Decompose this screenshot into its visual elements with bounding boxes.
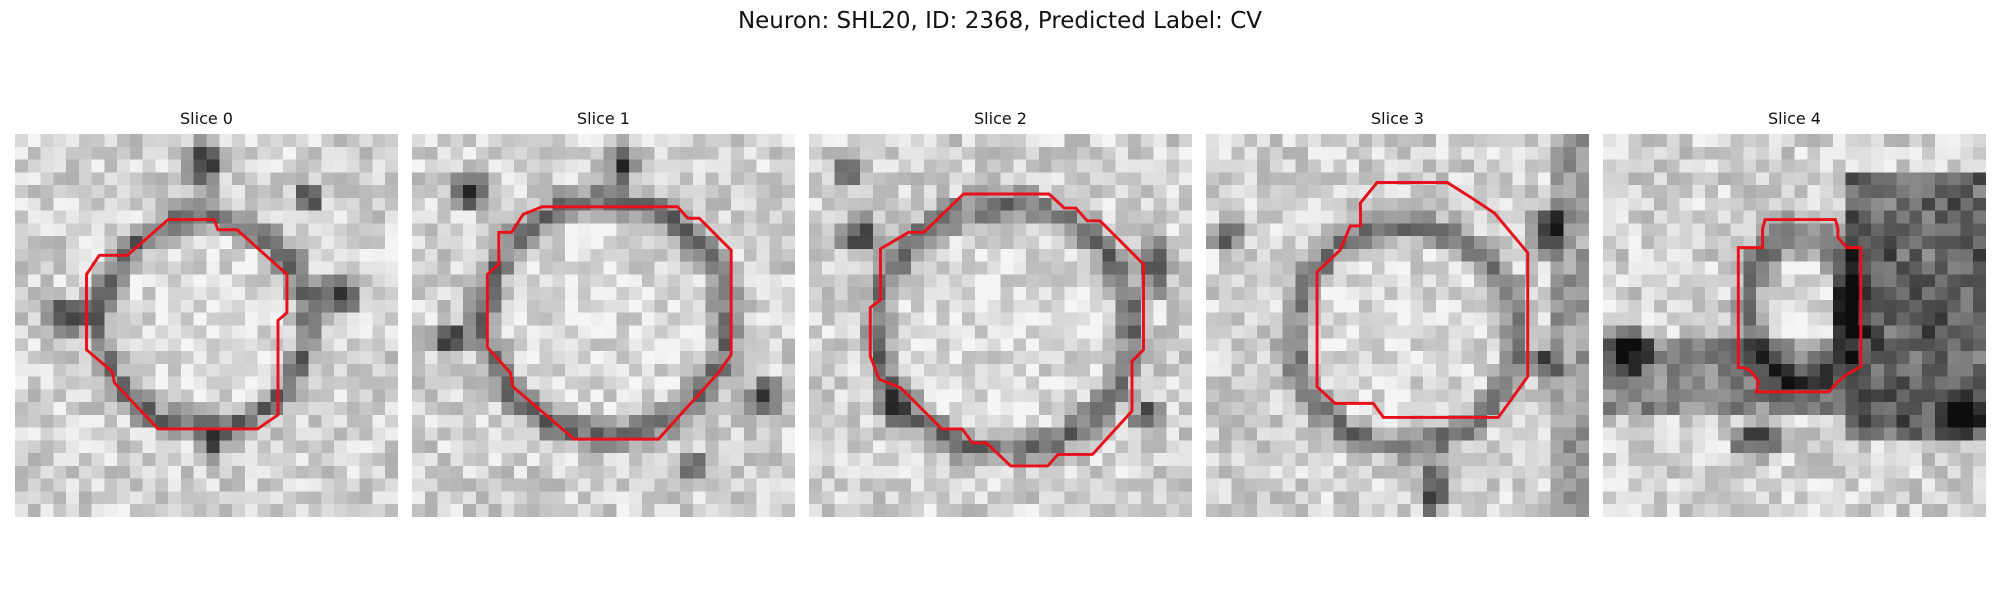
slice-title-0: Slice 0 [180,109,233,128]
segmentation-contour-2 [868,192,1145,468]
slice-title-2: Slice 2 [974,109,1027,128]
slice-panel-2: Slice 2 [809,108,1192,517]
pixel-grid-1 [412,134,795,517]
pixel-grid-4 [1603,134,1986,517]
slice-title-3: Slice 3 [1371,109,1424,128]
slice-panel-1: Slice 1 [412,108,795,517]
slice-panel-0: Slice 0 [15,108,398,517]
pixel-grid-3 [1206,134,1589,517]
figure-title: Neuron: SHL20, ID: 2368, Predicted Label… [737,8,1263,34]
slice-title-4: Slice 4 [1768,109,1821,128]
slice-panel-4: Slice 4 [1603,108,1986,517]
pixel-grid-0 [15,134,398,517]
slice-image-3 [1206,134,1589,517]
slice-title-1: Slice 1 [577,109,630,128]
segmentation-contour-4 [1736,218,1863,394]
slice-panel-3: Slice 3 [1206,108,1589,517]
segmentation-contour-0 [85,218,289,431]
slice-image-1 [412,134,795,517]
slice-image-4 [1603,134,1986,517]
segmentation-contour-1 [485,205,733,441]
pixel-grid-2 [809,134,1192,517]
slice-image-0 [15,134,398,517]
segmentation-contour-3 [1315,181,1530,419]
slice-image-2 [809,134,1192,517]
